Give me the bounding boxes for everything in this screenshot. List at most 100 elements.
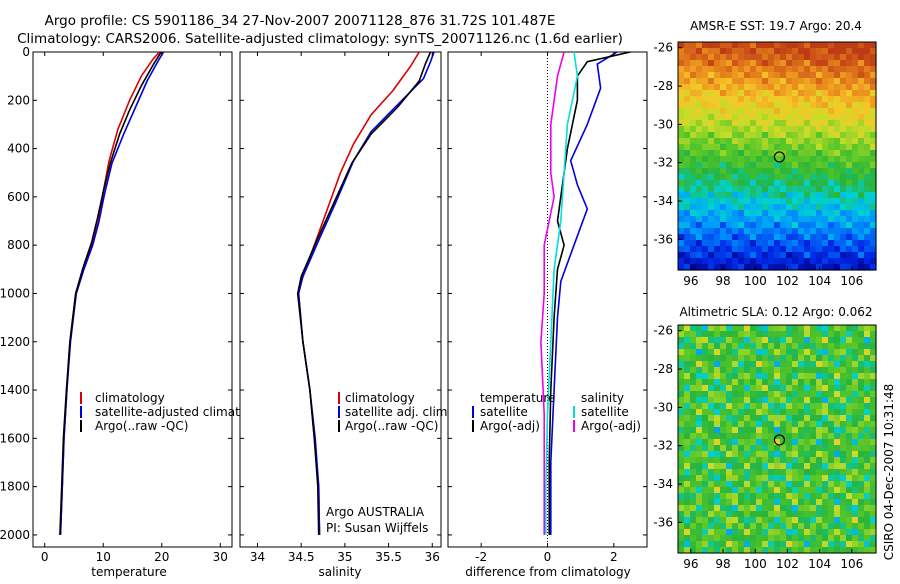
map-cell — [678, 150, 685, 157]
map-cell — [690, 547, 697, 554]
map-cell — [714, 84, 721, 91]
map-cell — [780, 120, 787, 127]
map-cell — [708, 481, 715, 488]
map-cell — [834, 72, 841, 79]
map-cell — [702, 60, 709, 67]
map-cell — [804, 180, 811, 187]
map-cell — [822, 264, 829, 271]
map-cell — [864, 258, 871, 265]
map-cell — [834, 445, 841, 452]
map-cell — [756, 210, 763, 217]
map-cell — [792, 144, 799, 151]
map-cell — [762, 204, 769, 211]
map-cell — [810, 156, 817, 163]
map-cell — [690, 216, 697, 223]
map-cell — [828, 349, 835, 356]
map-cell — [858, 421, 865, 428]
map-cell — [798, 54, 805, 61]
legend-label-argo: Argo(..raw -QC) — [345, 419, 438, 433]
map-cell — [852, 511, 859, 518]
map-cell — [684, 138, 691, 145]
map-cell — [834, 240, 841, 247]
map-cell — [828, 457, 835, 464]
map-cell — [834, 517, 841, 524]
map-cell — [840, 463, 847, 470]
map-cell — [696, 547, 703, 554]
map-cell — [696, 475, 703, 482]
map-cell — [780, 547, 787, 554]
map-cell — [852, 463, 859, 470]
map-cell — [714, 72, 721, 79]
map-cell — [714, 186, 721, 193]
map-cell — [738, 391, 745, 398]
map-cell — [846, 186, 853, 193]
map-cell — [726, 210, 733, 217]
map-cell — [762, 493, 769, 500]
map-cell — [732, 463, 739, 470]
map-cell — [732, 66, 739, 73]
map-cell — [798, 541, 805, 548]
map-cell — [786, 264, 793, 271]
map-cell — [738, 427, 745, 434]
map-cell — [762, 373, 769, 380]
figure-title-line-1: Argo profile: CS 5901186_34 27-Nov-2007 … — [45, 13, 556, 29]
map-cell — [870, 391, 877, 398]
map-cell — [858, 385, 865, 392]
map-cell — [798, 391, 805, 398]
map-cell — [756, 541, 763, 548]
map-cell — [684, 60, 691, 67]
map-cell — [768, 475, 775, 482]
map-cell — [720, 361, 727, 368]
map-cell — [792, 469, 799, 476]
map-cell — [852, 168, 859, 175]
map-cell — [738, 421, 745, 428]
map-cell — [804, 126, 811, 133]
map-cell — [828, 108, 835, 115]
legend-label-temp-satellite: satellite — [480, 405, 528, 419]
map-cell — [768, 427, 775, 434]
map-cell — [768, 126, 775, 133]
map-y-tick-label: -34 — [653, 477, 673, 491]
map-cell — [780, 60, 787, 67]
map-cell — [690, 397, 697, 404]
map-cell — [714, 499, 721, 506]
map-cell — [714, 198, 721, 205]
map-cell — [846, 234, 853, 241]
map-cell — [780, 517, 787, 524]
map-cell — [864, 331, 871, 338]
map-cell — [828, 48, 835, 55]
map-cell — [690, 156, 697, 163]
map-cell — [714, 415, 721, 422]
map-cell — [738, 523, 745, 530]
map-cell — [714, 391, 721, 398]
map-cell — [690, 66, 697, 73]
map-cell — [744, 216, 751, 223]
map-cell — [828, 523, 835, 530]
map-cell — [864, 174, 871, 181]
map-cell — [732, 96, 739, 103]
map-cell — [720, 180, 727, 187]
map-cell — [678, 499, 685, 506]
map-cell — [810, 78, 817, 85]
map-cell — [834, 331, 841, 338]
map-cell — [738, 349, 745, 356]
map-cell — [780, 427, 787, 434]
map-cell — [804, 108, 811, 115]
map-cell — [810, 210, 817, 217]
map-cell — [840, 96, 847, 103]
map-cell — [684, 174, 691, 181]
map-cell — [738, 120, 745, 127]
map-cell — [678, 180, 685, 187]
map-cell — [858, 162, 865, 169]
map-cell — [786, 511, 793, 518]
map-cell — [774, 108, 781, 115]
map-cell — [696, 325, 703, 332]
map-cell — [690, 421, 697, 428]
map-cell — [702, 415, 709, 422]
map-cell — [726, 505, 733, 512]
map-cell — [852, 541, 859, 548]
map-cell — [834, 114, 841, 121]
map-cell — [708, 222, 715, 229]
map-cell — [714, 66, 721, 73]
map-cell — [852, 48, 859, 55]
